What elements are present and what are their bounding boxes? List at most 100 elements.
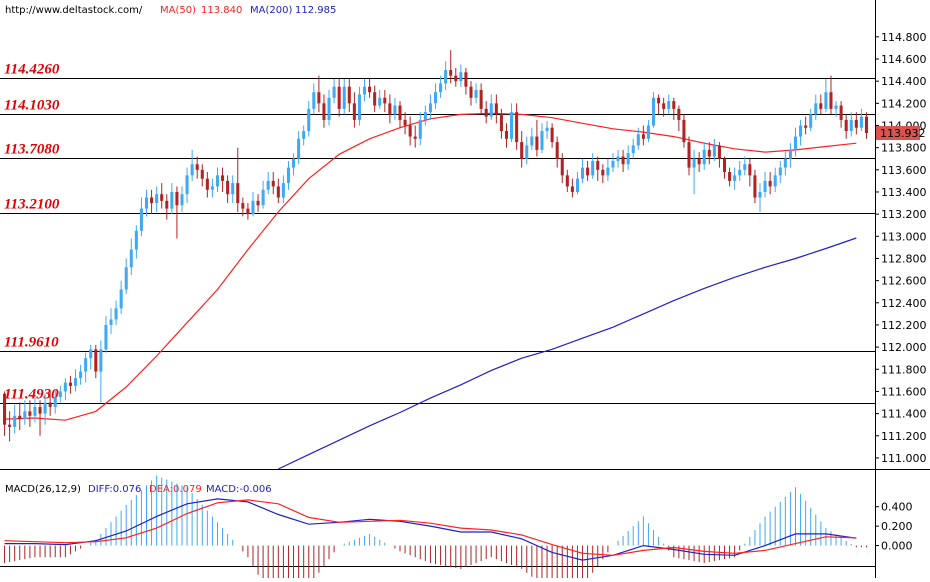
candle-bear <box>18 415 22 420</box>
macd-label: MACD(26,12,9) <box>5 484 81 495</box>
candle-bull <box>99 349 103 372</box>
candle-bear <box>555 142 559 159</box>
candle-bull <box>327 97 331 120</box>
candle-bull <box>606 167 610 176</box>
candle-bear <box>515 112 519 143</box>
macd-dea-line <box>4 499 857 556</box>
candle-bear <box>662 103 666 109</box>
candle-bear <box>504 131 509 139</box>
candle-bear <box>586 167 590 176</box>
candle-bull <box>144 197 149 209</box>
candle-bear <box>535 136 539 150</box>
macd-hist-value: MACD:-0.006 <box>206 484 272 495</box>
candle-bear <box>337 86 341 109</box>
candle-bull <box>646 125 650 139</box>
candle-bull <box>778 167 782 176</box>
candle-bear <box>195 164 199 170</box>
candle-bull <box>651 97 656 126</box>
candle-bull <box>89 349 93 359</box>
candle-bull <box>758 191 762 198</box>
candle-bull <box>357 94 361 120</box>
candle-bear <box>449 70 453 76</box>
candle-bear <box>454 75 458 82</box>
macd-tick-label: 0.400 <box>881 501 913 514</box>
candle-bull <box>545 127 549 132</box>
candle-bull <box>667 101 671 109</box>
candle-bear <box>707 149 711 157</box>
candle-bear <box>601 169 605 176</box>
candle-bull <box>763 180 767 192</box>
candle-bear <box>150 197 154 204</box>
candle-bear <box>717 145 721 159</box>
candle-bull <box>591 160 595 176</box>
candle-bull <box>393 105 397 115</box>
macd-dea-value: DEA:0.079 <box>149 484 202 495</box>
price-tag: 113.932 <box>876 126 926 141</box>
candle-bear <box>165 200 169 209</box>
level-label: 113.2100 <box>4 197 60 213</box>
candle-bull <box>631 145 635 154</box>
macd-tick-label: 0.200 <box>881 520 913 533</box>
candle-bull <box>139 208 143 231</box>
candle-bear <box>565 175 569 187</box>
candle-bull <box>575 178 579 192</box>
candlesticks <box>3 50 868 442</box>
price-tick-label: 112.200 <box>881 319 927 332</box>
price-tick-label: 113.800 <box>881 142 927 155</box>
macd-axis-ticks: 0.400 0.200 0.000 <box>875 501 913 553</box>
candle-bear <box>352 103 356 120</box>
candle-bear <box>175 191 179 206</box>
candle-bear <box>276 186 280 198</box>
price-tick-label: 113.600 <box>881 164 927 177</box>
candle-bear <box>499 114 503 132</box>
candle-bear <box>484 108 488 117</box>
candle-bear <box>657 97 661 104</box>
candle-bear <box>697 158 701 165</box>
candle-bull <box>540 131 544 150</box>
candle-bull <box>809 114 813 128</box>
candle-bull <box>210 186 214 190</box>
candle-bull <box>109 319 113 325</box>
candle-bull <box>23 411 27 420</box>
candle-bull <box>58 391 62 397</box>
candle-bull <box>474 90 478 98</box>
price-tick-label: 111.400 <box>881 408 927 421</box>
candle-bull <box>692 158 696 168</box>
price-tick-label: 112.800 <box>881 252 927 265</box>
candle-bull <box>190 164 194 176</box>
candle-bear <box>682 119 686 143</box>
candle-bull <box>444 70 448 84</box>
macd-panel <box>4 475 867 582</box>
candle-bull <box>418 119 422 139</box>
candle-bear <box>373 92 377 106</box>
candle-bull <box>428 103 432 113</box>
price-axis-ticks: 114.800114.600114.400114.200114.000113.8… <box>875 31 927 465</box>
candle-bull <box>849 119 853 132</box>
candle-bear <box>3 393 7 425</box>
candle-bull <box>180 194 184 206</box>
candle-bull <box>743 164 747 170</box>
candle-bear <box>398 105 402 120</box>
macd-diff-line <box>4 498 857 561</box>
level-label: 114.4260 <box>4 62 60 78</box>
macd-tick-label: 0.000 <box>881 540 913 553</box>
candle-bear <box>38 406 42 414</box>
candle-bear <box>479 90 483 109</box>
candle-bull <box>362 86 367 95</box>
candle-bear <box>48 402 52 407</box>
price-tick-label: 114.400 <box>881 75 927 88</box>
candle-bear <box>677 108 681 120</box>
candle-bull <box>261 189 265 206</box>
price-tick-label: 112.400 <box>881 297 927 310</box>
candle-bull <box>84 358 88 372</box>
candle-bull <box>814 103 818 115</box>
candle-bull <box>773 175 777 187</box>
candle-bull <box>824 92 828 109</box>
candle-bear <box>8 424 12 427</box>
ma50-value: 113.840 <box>201 5 242 16</box>
candle-bull <box>636 134 640 146</box>
candle-bear <box>722 158 727 173</box>
candle-bull <box>231 183 235 195</box>
candle-bear <box>347 86 351 104</box>
